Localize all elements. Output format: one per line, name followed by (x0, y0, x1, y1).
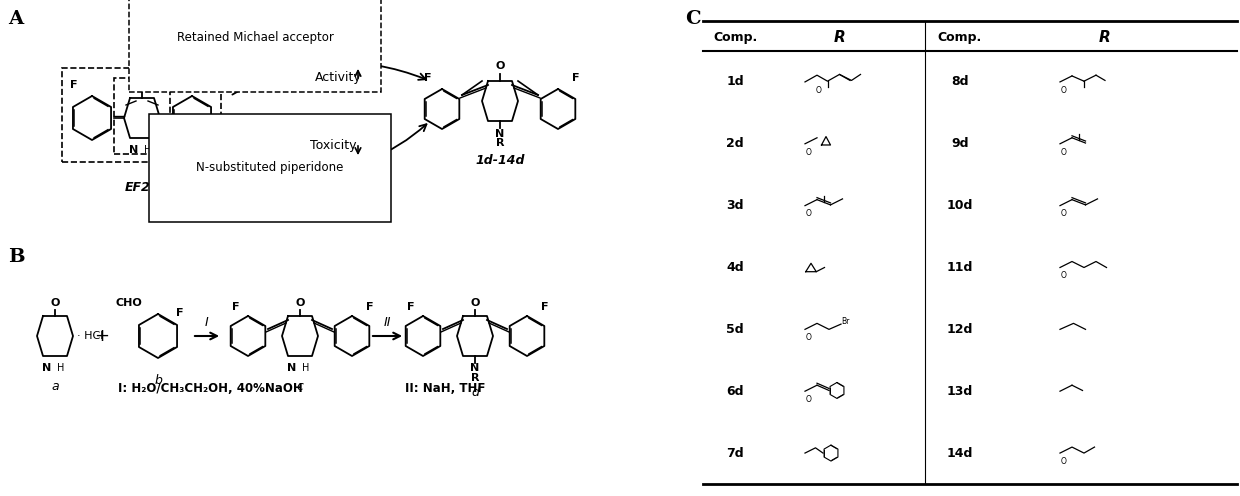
Text: EF24: EF24 (125, 181, 159, 194)
Text: O: O (1060, 86, 1066, 95)
FancyArrowPatch shape (232, 62, 425, 95)
Text: N: N (470, 363, 480, 373)
Text: O: O (51, 298, 60, 308)
Text: O: O (470, 298, 480, 308)
Text: F: F (176, 308, 184, 318)
Text: O: O (495, 61, 505, 71)
Text: O: O (806, 147, 812, 157)
Text: O: O (138, 78, 146, 88)
Text: 1d: 1d (727, 75, 744, 88)
Text: 13d: 13d (947, 385, 973, 398)
Text: O: O (1060, 457, 1066, 466)
Text: B: B (7, 248, 25, 266)
Text: R: R (471, 373, 479, 383)
Text: 2d: 2d (727, 137, 744, 150)
Text: F: F (232, 302, 239, 312)
Text: 3d: 3d (727, 199, 744, 212)
Text: O: O (1060, 209, 1066, 218)
Text: N: N (495, 129, 505, 139)
Text: 6d: 6d (727, 385, 744, 398)
Text: Comp.: Comp. (713, 30, 758, 44)
Text: H: H (57, 363, 64, 373)
Text: O: O (806, 395, 812, 404)
Text: 11d: 11d (947, 261, 973, 274)
Text: R: R (496, 138, 505, 148)
Text: O: O (1060, 147, 1066, 157)
Text: C: C (684, 10, 701, 28)
Text: Activity: Activity (315, 71, 362, 84)
Text: 8d: 8d (951, 75, 968, 88)
Text: Retained Michael acceptor: Retained Michael acceptor (176, 32, 334, 45)
Text: F: F (572, 73, 579, 83)
FancyArrowPatch shape (303, 124, 427, 171)
Text: b: b (154, 374, 162, 387)
Text: 14d: 14d (947, 446, 973, 460)
Text: F: F (210, 80, 217, 90)
Text: CHO: CHO (115, 298, 143, 308)
Text: a: a (51, 380, 58, 393)
Text: O: O (295, 298, 305, 308)
Text: F: F (71, 80, 78, 90)
Text: F: F (407, 302, 414, 312)
Text: Br: Br (841, 317, 849, 326)
Text: Comp.: Comp. (937, 30, 982, 44)
Text: 10d: 10d (947, 199, 973, 212)
Text: N: N (42, 363, 51, 373)
Text: 1d-14d: 1d-14d (475, 154, 525, 167)
Text: N-substituted piperidone: N-substituted piperidone (196, 162, 343, 175)
Text: R: R (835, 29, 846, 45)
Text: II: II (383, 316, 391, 329)
Text: +: + (94, 327, 109, 345)
Text: 12d: 12d (947, 323, 973, 336)
Text: O: O (1060, 271, 1066, 280)
Text: F: F (541, 302, 548, 312)
Text: N: N (129, 145, 138, 155)
Text: H: H (303, 363, 309, 373)
Text: Toxicity: Toxicity (310, 139, 357, 152)
Text: O: O (806, 209, 812, 218)
Text: A: A (7, 10, 24, 28)
Text: F: F (424, 73, 432, 83)
Text: 9d: 9d (951, 137, 968, 150)
Text: · HCl: · HCl (77, 331, 103, 341)
Text: H: H (144, 145, 151, 155)
Text: R: R (1099, 29, 1111, 45)
Text: d: d (471, 386, 479, 399)
Text: c: c (296, 380, 304, 393)
Text: F: F (366, 302, 373, 312)
Text: 4d: 4d (727, 261, 744, 274)
Text: 7d: 7d (727, 446, 744, 460)
Text: I: H₂O/CH₃CH₂OH, 40%NaOH: I: H₂O/CH₃CH₂OH, 40%NaOH (118, 381, 303, 394)
Text: N: N (286, 363, 296, 373)
Text: I: I (205, 316, 208, 329)
Text: O: O (806, 333, 812, 342)
Text: O: O (816, 86, 821, 95)
Text: II: NaH, THF: II: NaH, THF (404, 381, 485, 394)
Text: 5d: 5d (727, 323, 744, 336)
